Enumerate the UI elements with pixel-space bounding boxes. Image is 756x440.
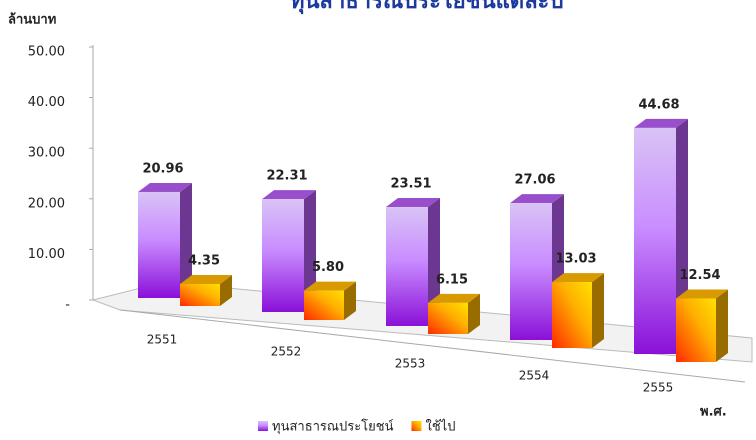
bar-side	[468, 293, 480, 334]
bar-top	[180, 274, 232, 284]
y-tick-label: 30.00	[28, 146, 65, 161]
legend-swatch	[258, 421, 268, 431]
bar-side	[592, 273, 604, 348]
x-tick-label: 2551	[147, 333, 178, 347]
data-label: 27.06	[514, 173, 555, 188]
x-axis-label: พ.ศ.	[700, 405, 727, 420]
bar	[386, 207, 428, 326]
bar	[428, 302, 468, 334]
data-label: 5.80	[312, 260, 344, 275]
bar-top	[138, 182, 192, 192]
data-label: 4.35	[188, 253, 220, 268]
bar-side	[344, 281, 356, 320]
x-tick-label: 2552	[271, 345, 302, 359]
bar	[180, 283, 220, 306]
bar	[552, 282, 592, 348]
bar-side	[220, 274, 232, 306]
y-tick-label: 20.00	[28, 196, 65, 211]
data-label: 23.51	[390, 177, 431, 192]
y-tick-label: 50.00	[28, 45, 65, 60]
bar	[634, 127, 676, 355]
bar-top	[510, 194, 564, 204]
legend-label: ทุนสาธารณประโยชน์	[272, 419, 394, 435]
y-tick-label: -	[65, 298, 70, 313]
y-axis-label: ล้านบาท	[8, 12, 56, 28]
bar-side	[428, 198, 440, 326]
chart-title: ทุนสาธารณประโยชน์แต่ละปี	[290, 0, 563, 15]
x-axis	[119, 309, 746, 383]
data-label: 13.03	[555, 252, 596, 267]
data-label: 44.68	[638, 97, 679, 112]
data-label: 22.31	[266, 169, 307, 184]
data-label: 12.54	[679, 268, 720, 283]
bar	[138, 191, 180, 298]
bar	[262, 199, 304, 312]
bar-top	[262, 190, 316, 200]
data-label: 6.15	[436, 272, 468, 287]
bar-top	[386, 198, 440, 208]
bar-top	[552, 273, 604, 283]
bar	[510, 203, 552, 340]
bar-top	[634, 118, 688, 128]
y-tick-label: 10.00	[28, 247, 65, 262]
data-label: 20.96	[142, 161, 183, 176]
y-tick-label: 40.00	[28, 95, 65, 110]
bar	[304, 290, 344, 320]
x-tick-label: 2554	[519, 369, 550, 383]
bar	[676, 298, 716, 362]
bar-top	[304, 281, 356, 291]
bar-side	[180, 182, 192, 298]
legend-label: ใช้ไป	[426, 419, 456, 435]
bar-top	[428, 293, 480, 303]
bar-top	[676, 289, 728, 299]
legend-swatch	[411, 421, 422, 431]
bar-side	[304, 190, 316, 312]
x-tick-label: 2555	[643, 381, 674, 395]
x-tick-label: 2553	[395, 357, 426, 371]
bar-side	[716, 289, 728, 362]
